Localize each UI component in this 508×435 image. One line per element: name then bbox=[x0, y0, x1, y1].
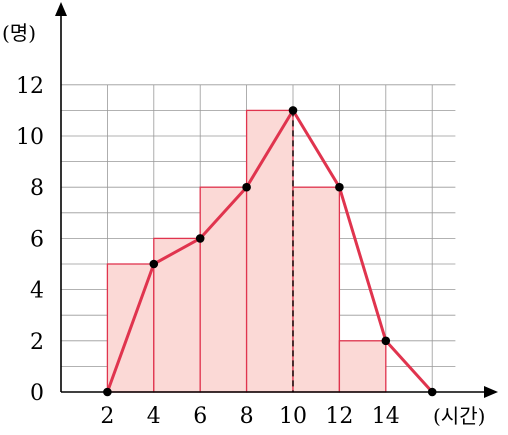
histogram-bar bbox=[153, 237, 201, 393]
x-tick-label: 12 bbox=[325, 404, 353, 429]
y-tick-label: 4 bbox=[30, 279, 44, 304]
frequency-point bbox=[381, 336, 391, 346]
x-axis-unit: (시간) bbox=[433, 404, 485, 428]
frequency-polygon-line bbox=[105, 108, 434, 394]
histogram-bar bbox=[199, 186, 248, 393]
y-tick-label: 2 bbox=[30, 330, 44, 355]
histogram-bars bbox=[106, 109, 387, 393]
frequency-point bbox=[103, 387, 112, 397]
y-tick-label: 12 bbox=[16, 74, 44, 99]
x-tick-label: 6 bbox=[193, 404, 207, 429]
axes bbox=[55, 2, 498, 398]
frequency-point bbox=[427, 387, 437, 397]
y-tick-label: 0 bbox=[30, 381, 44, 406]
x-axis-arrow bbox=[484, 386, 498, 398]
histogram-bar bbox=[292, 186, 341, 393]
frequency-point bbox=[335, 182, 344, 192]
histogram-bar bbox=[245, 109, 294, 393]
frequency-polygon bbox=[103, 106, 437, 397]
histogram-bar bbox=[338, 340, 387, 393]
frequency-point bbox=[195, 234, 205, 243]
tick-labels: 2 4 6 8 10 12 14 0 2 4 6 8 10 12 bbox=[16, 74, 400, 429]
x-tick-label: 8 bbox=[240, 404, 254, 429]
frequency-point bbox=[288, 106, 298, 115]
frequency-point bbox=[242, 182, 251, 192]
y-tick-label: 10 bbox=[16, 125, 44, 150]
x-tick-label: 10 bbox=[279, 404, 307, 429]
y-axis-unit: (명) bbox=[2, 21, 36, 45]
x-tick-label: 2 bbox=[100, 404, 114, 429]
y-tick-label: 6 bbox=[30, 227, 44, 252]
x-tick-label: 14 bbox=[372, 404, 400, 429]
y-tick-label: 8 bbox=[30, 176, 44, 201]
y-axis-arrow bbox=[55, 2, 67, 16]
x-tick-label: 4 bbox=[147, 404, 161, 429]
frequency-point bbox=[149, 259, 159, 269]
